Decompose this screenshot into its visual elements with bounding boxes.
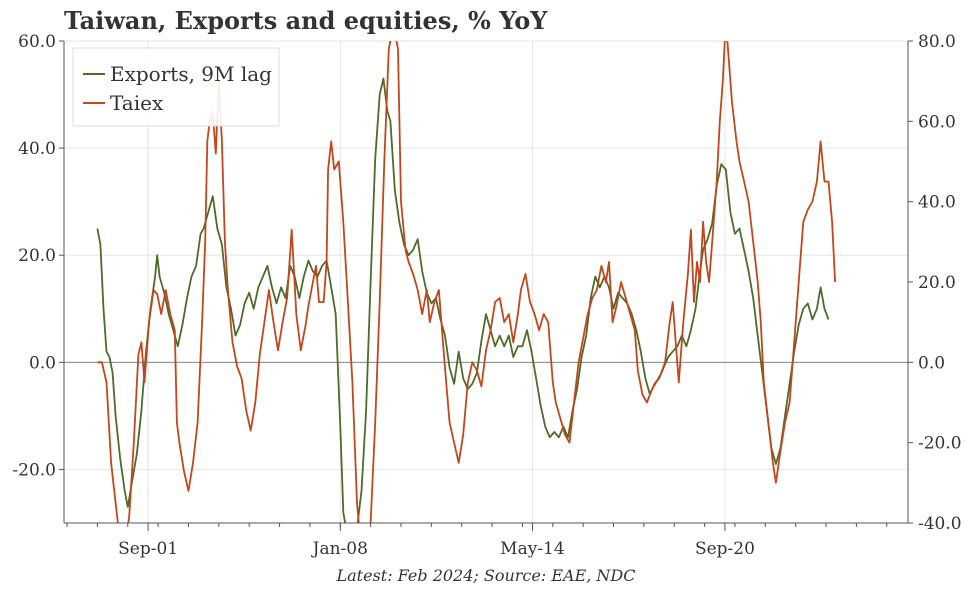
left-tick-label: 60.0 [18, 32, 56, 52]
x-tick-label: Sep-01 [118, 539, 178, 559]
legend-label-exports: Exports, 9M lag [110, 62, 272, 86]
taiex-series-line [97, 41, 836, 523]
left-tick-label: 40.0 [18, 139, 56, 159]
series-group [96, 41, 836, 523]
right-tick-label: 60.0 [918, 112, 956, 132]
left-tick-label: 20.0 [18, 246, 56, 266]
x-tick-label: Sep-20 [695, 539, 755, 559]
x-tick-label: May-14 [500, 539, 565, 559]
right-tick-label: 40.0 [918, 193, 956, 213]
right-tick-label: -40.0 [918, 514, 962, 534]
left-tick-label: 0.0 [29, 353, 56, 373]
right-tick-label: -20.0 [918, 434, 962, 454]
legend-box [72, 47, 280, 127]
right-tick-label: 0.0 [918, 353, 945, 373]
left-tick-label: -20.0 [12, 460, 56, 480]
chart-title: Taiwan, Exports and equities, % YoY [64, 6, 548, 35]
right-tick-label: 20.0 [918, 273, 956, 293]
legend-label-taiex: Taiex [110, 91, 164, 115]
legend: Exports, 9M lag Taiex [72, 47, 280, 127]
right-tick-label: 80.0 [918, 32, 956, 52]
x-tick-label: Jan-08 [311, 539, 368, 559]
axes: -20.0 0.0 20.0 40.0 60.0 -40.0 -20.0 0.0 20.0 40.… [12, 32, 961, 559]
source-note: Latest: Feb 2024; Source: EAE, NDC [336, 566, 636, 585]
